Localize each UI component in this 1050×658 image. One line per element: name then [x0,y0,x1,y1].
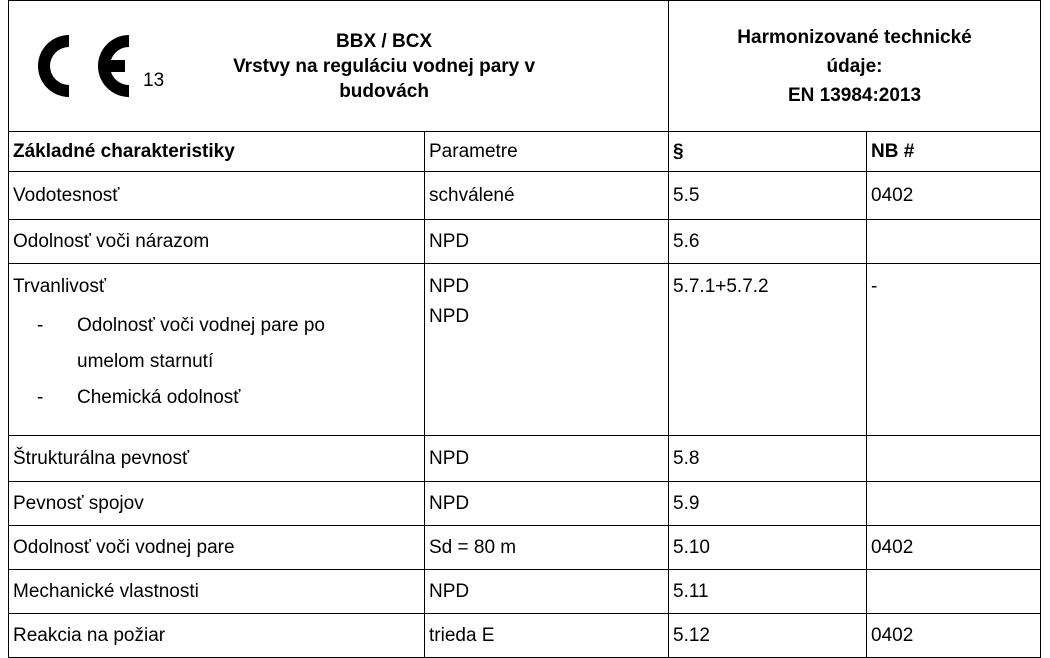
clause-cell: 5.6 [668,219,867,264]
header-cell: 13 BBX / BCX Vrstvy na reguláciu vodnej p… [8,0,669,132]
nb-cell: - [865,263,1042,436]
column-header: § [668,131,867,172]
characteristic: Odolnosť voči vodnej pare [13,536,235,558]
characteristic: Vodotesnosť [13,184,120,206]
clause: 5.6 [673,230,700,252]
nb-cell: 0402 [865,525,1042,570]
clause: 5.11 [673,580,709,602]
parameter-cell: trieda E [424,613,669,658]
sub-item: Odolnosť voči vodnej pare po umelom star… [13,308,357,380]
parameter: NPD [429,230,470,252]
parameter-cell: NPD NPD [424,263,669,436]
data-row: Mechanické vlastnosti NPD 5.11 [8,569,1042,614]
clause: 5.8 [673,447,700,469]
data-row: Trvanlivosť Odolnosť voči vodnej pare po … [8,263,1042,436]
parameter-cell: NPD [424,569,669,614]
column-header-row: Základné charakteristiky Parametre § NB # [8,131,1042,172]
parameter: trieda E [429,624,495,646]
data-row: Štrukturálna pevnosť NPD 5.8 [8,435,1042,482]
column-header: Parametre [424,131,669,172]
title-line: Vrstvy na reguláciu vodnej pary v [233,55,536,77]
sub-item: Chemická odolnosť [13,380,357,416]
clause: 5.9 [673,492,700,514]
clause-cell: 5.12 [668,613,867,658]
title-line: budovách [339,80,429,102]
characteristic-cell: Pevnosť spojov [8,481,425,526]
data-row: Vodotesnosť schválené 5.5 0402 [8,171,1042,220]
data-row: Odolnosť voči nárazom NPD 5.6 [8,219,1042,264]
spec-line: Harmonizované technické [737,26,972,48]
characteristic-cell: Štrukturálna pevnosť [8,435,425,482]
parameter-cell: NPD [424,481,669,526]
parameter: NPD [429,447,470,469]
characteristic-cell: Trvanlivosť Odolnosť voči vodnej pare po … [8,263,425,436]
spec-table: 13 BBX / BCX Vrstvy na reguláciu vodnej p… [8,0,1042,658]
parameter: NPD [429,492,470,514]
clause-cell: 5.9 [668,481,867,526]
clause-cell: 5.5 [668,171,867,220]
parameter: Sd = 80 m [429,536,517,558]
characteristic-cell: Vodotesnosť [8,171,425,220]
nb: - [871,276,878,297]
nb-cell [865,435,1042,482]
nb-cell [865,481,1042,526]
column-header: NB # [865,131,1042,172]
parameter-cell: schválené [424,171,669,220]
parameter: schválené [429,184,515,206]
parameter: NPD [429,580,470,602]
column-header: Základné charakteristiky [8,131,425,172]
clause-cell: 5.11 [668,569,867,614]
clause-cell: 5.8 [668,435,867,482]
spec-cell: Harmonizované technické údaje: EN 13984:20… [667,0,1042,132]
clause: 5.5 [673,184,700,206]
clause-cell: 5.7.1+5.7.2 [668,263,867,436]
parameter: NPD [429,306,470,327]
ce-logo [37,34,129,98]
spec-line: údaje: [826,55,883,77]
characteristic-cell: Mechanické vlastnosti [8,569,425,614]
clause: 5.10 [673,536,710,558]
data-row: Pevnosť spojov NPD 5.9 [8,481,1042,526]
nb-cell: 0402 [865,613,1042,658]
parameter-cell: Sd = 80 m [424,525,669,570]
characteristic: Trvanlivosť [13,276,106,297]
clause-cell: 5.10 [668,525,867,570]
clause: 5.7.1+5.7.2 [673,276,769,297]
nb: 0402 [871,536,914,558]
characteristic: Štrukturálna pevnosť [13,447,190,469]
characteristic: Odolnosť voči nárazom [13,230,210,252]
title-line: BBX / BCX [336,30,433,52]
document-title: BBX / BCX Vrstvy na reguláciu vodnej pary… [164,29,604,104]
characteristic: Pevnosť spojov [13,492,144,514]
nb: 0402 [871,184,914,206]
nb: 0402 [871,624,914,646]
spec-line: EN 13984:2013 [787,84,922,106]
header-row: 13 BBX / BCX Vrstvy na reguláciu vodnej p… [8,0,1042,132]
parameter-cell: NPD [424,435,669,482]
characteristic: Reakcia na požiar [13,624,166,646]
characteristic: Mechanické vlastnosti [13,580,199,602]
nb-cell [865,219,1042,264]
nb-cell [865,569,1042,614]
parameter-cell: NPD [424,219,669,264]
characteristic-cell: Reakcia na požiar [8,613,425,658]
clause: 5.12 [673,624,710,646]
data-row: Odolnosť voči vodnej pare Sd = 80 m 5.10 04… [8,525,1042,570]
data-row: Reakcia na požiar trieda E 5.12 0402 [8,613,1042,658]
sub-items: Odolnosť voči vodnej pare po umelom star… [13,308,420,416]
characteristic-cell: Odolnosť voči vodnej pare [8,525,425,570]
characteristic-cell: Odolnosť voči nárazom [8,219,425,264]
ce-number: 13 [143,70,165,91]
nb-cell: 0402 [865,171,1042,220]
parameter: NPD [429,276,470,297]
